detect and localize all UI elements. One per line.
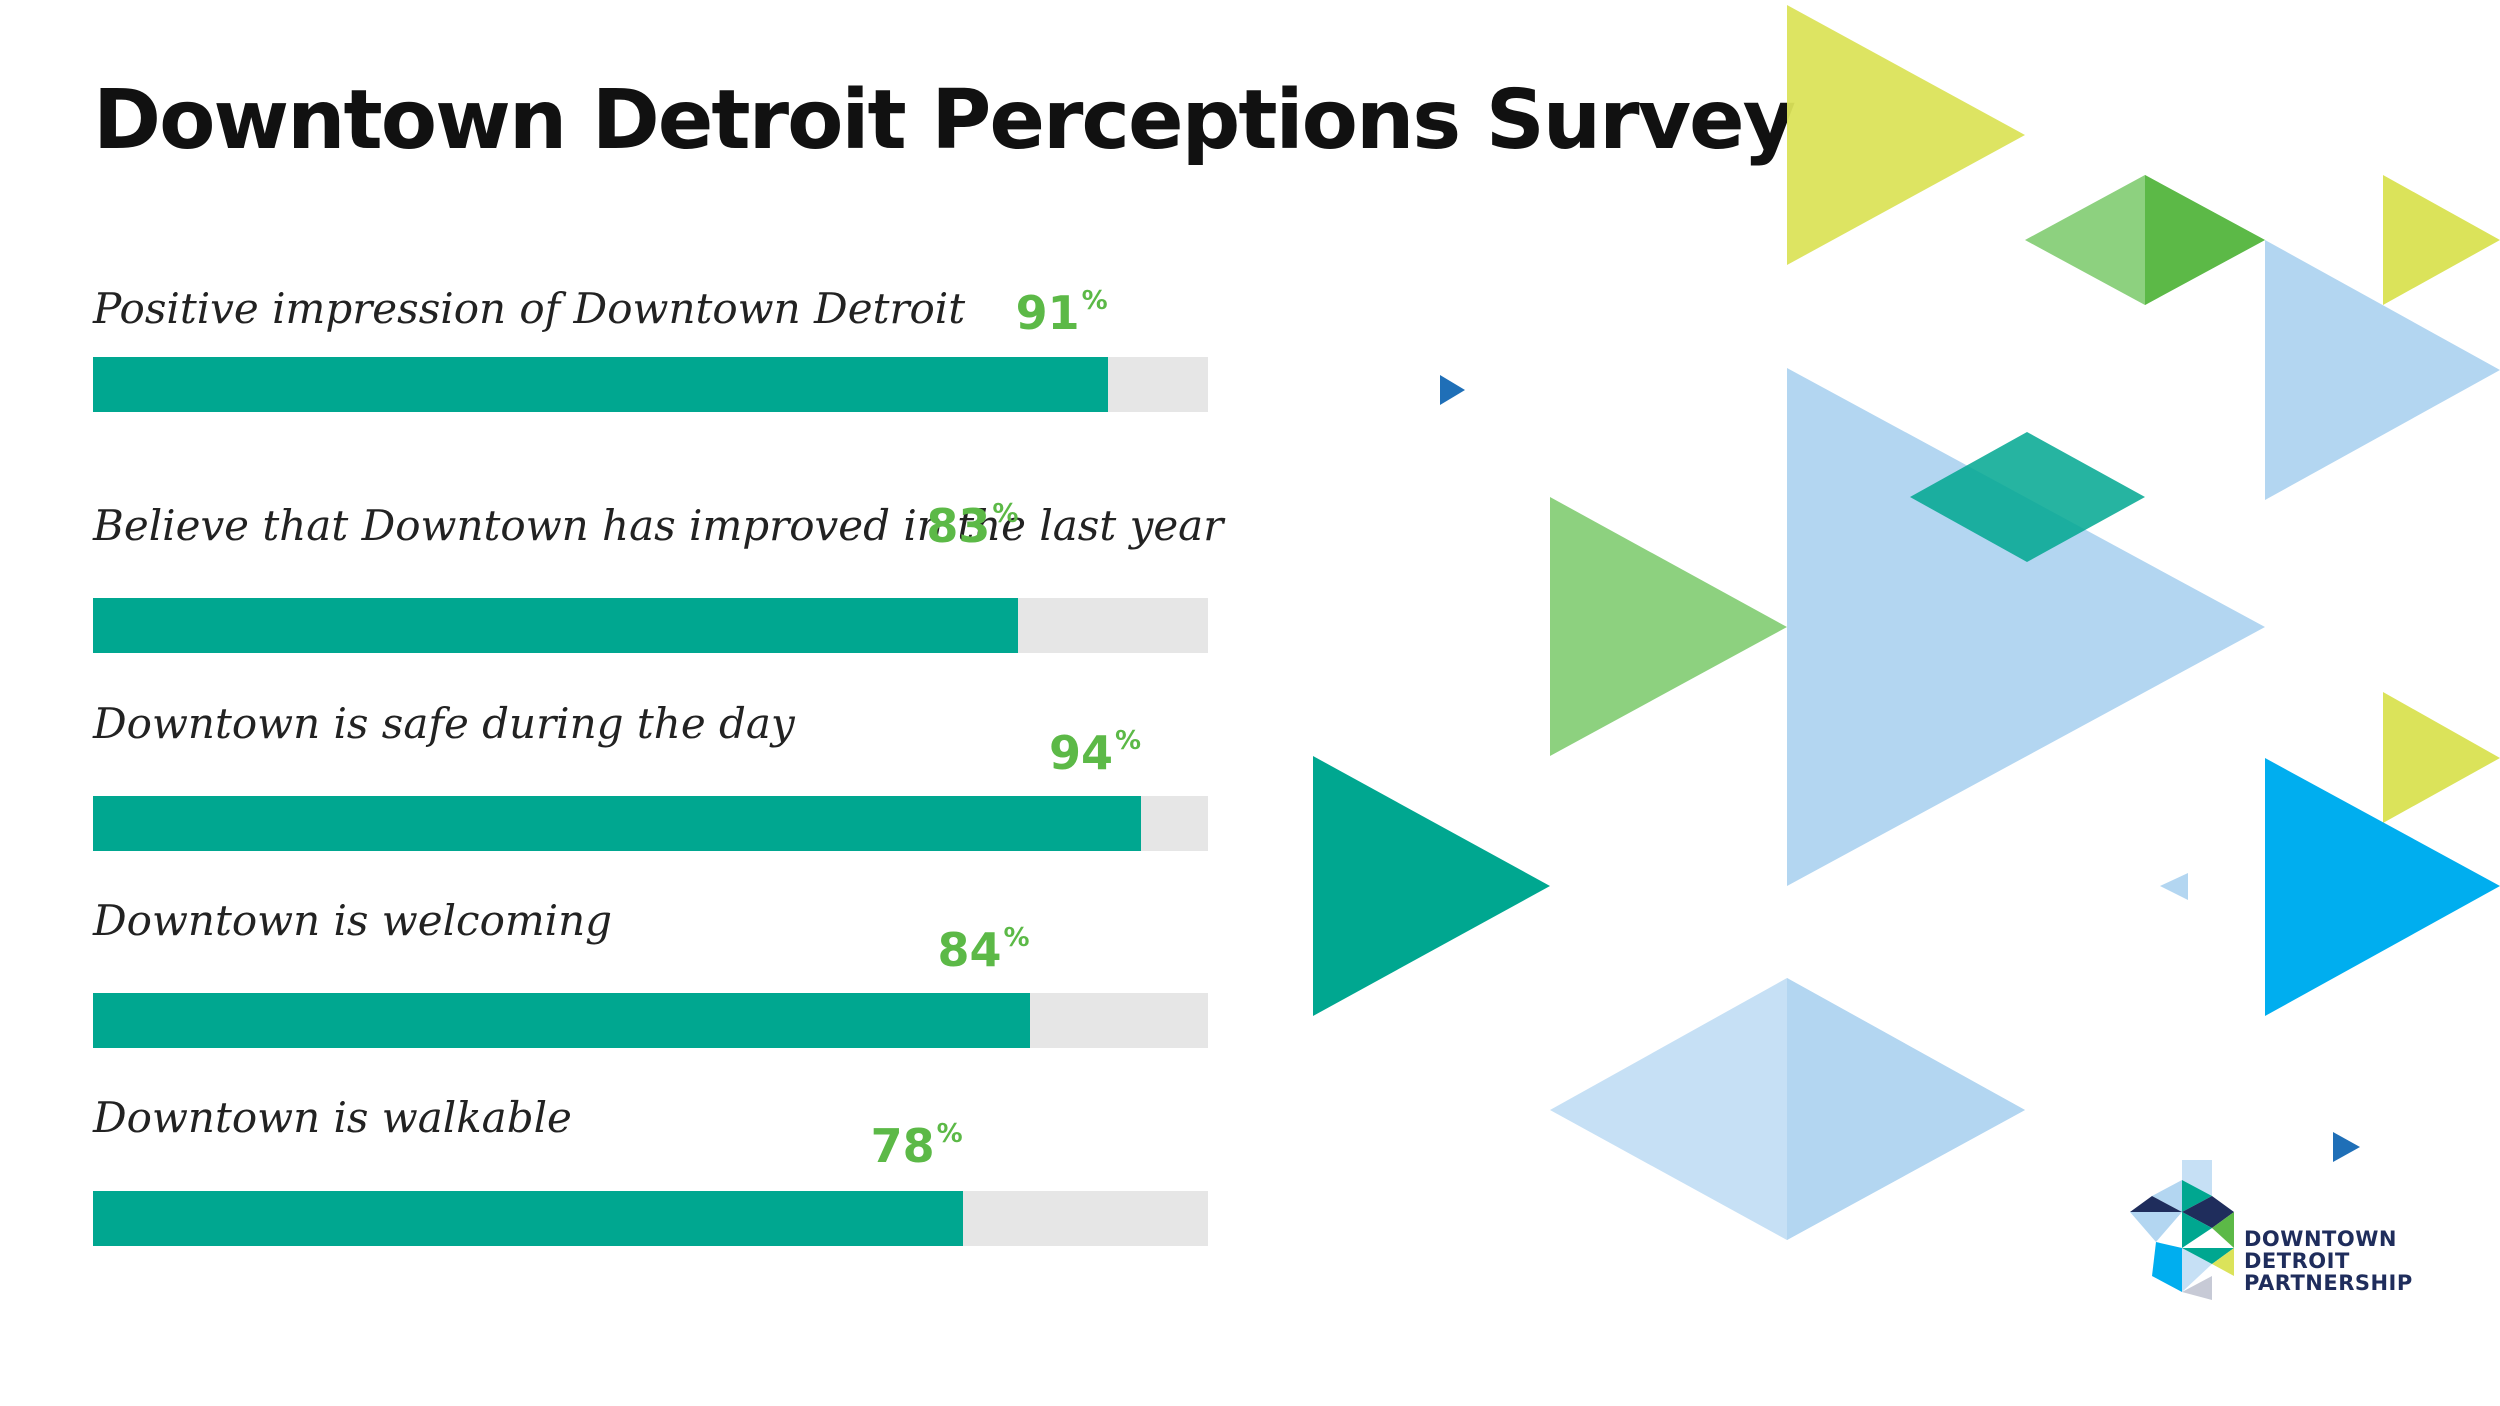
bar-value-label: 78% [870,1119,963,1173]
logo-wordmark: DOWNTOWN DETROIT PARTNERSHIP [2244,1228,2413,1294]
bar-label: Downtown is safe during the day [93,699,795,748]
bar-value-unit: % [1003,923,1030,953]
bar [93,357,1108,412]
decor-triangle [1440,375,1465,405]
decor-triangle [2265,240,2500,500]
bar-track [93,357,1208,412]
bar [93,1191,963,1246]
bar-value-number: 83 [926,499,991,553]
decor-triangle [1787,978,2025,1240]
bar-value-unit: % [936,1119,963,1149]
bar [93,796,1142,851]
bar-value-label: 83% [926,499,1019,553]
bar-value-label: 84% [937,923,1030,977]
bar-value-number: 84 [937,923,1002,977]
decor-triangle [2383,175,2500,305]
logo-line: PARTNERSHIP [2244,1271,2413,1295]
bar-value-label: 91% [1015,286,1108,340]
bar-label: Downtown is welcoming [93,896,613,945]
logo-line: DOWNTOWN [2244,1227,2397,1251]
bar-track [93,598,1208,653]
decor-triangle [2160,873,2188,900]
bar-value-label: 94% [1049,726,1142,780]
decor-triangle [1787,368,2265,886]
bar-track [93,993,1208,1048]
decor-triangle [1787,5,2025,265]
decor-diamond [1910,432,2145,562]
chart-title: Downtown Detroit Perceptions Survey [93,73,1796,168]
bar-value-unit: % [1115,726,1142,756]
decor-triangle [2333,1132,2360,1162]
bar-label: Downtown is walkable [93,1093,572,1142]
bar-value-number: 91 [1015,286,1080,340]
bar [93,993,1030,1048]
bar-label: Believe that Downtown has improved in th… [93,501,1224,550]
logo-mark [2130,1160,2234,1300]
bar-track [93,796,1208,851]
decor-triangle [1550,497,1787,756]
bar-value-unit: % [1081,286,1108,316]
bar-value-number: 78 [870,1119,935,1173]
bar-value-unit: % [992,499,1019,529]
bar-chart: Positive impression of Downtown Detroit 9… [93,284,1224,1246]
decor-triangle [2383,692,2500,823]
logo-line: DETROIT [2244,1249,2350,1273]
decor-triangle [2265,758,2500,1016]
bar-value-number: 94 [1049,726,1114,780]
bar [93,598,1019,653]
decor-triangle [2145,175,2265,305]
bar-label: Positive impression of Downtown Detroit [93,284,966,333]
decor-triangle [1313,756,1550,1016]
bar-track [93,1191,1208,1246]
